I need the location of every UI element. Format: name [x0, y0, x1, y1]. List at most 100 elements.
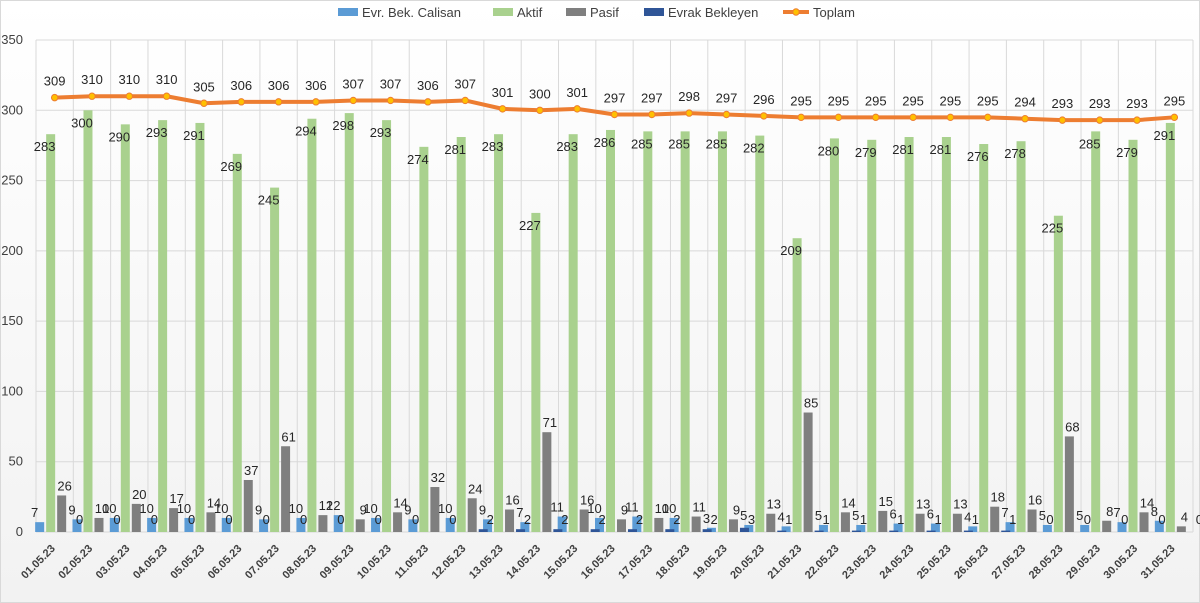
- bar-aktif: [606, 129, 615, 533]
- bars: [35, 110, 1186, 533]
- bar-pasif: [505, 509, 515, 532]
- bar-evr-bek-calisan: [221, 517, 231, 532]
- data-label: 0: [76, 512, 83, 527]
- grid: [35, 39, 1194, 533]
- bar-aktif: [120, 124, 130, 532]
- data-label: 283: [482, 139, 504, 154]
- bar-evrak-bekleyen: [478, 529, 488, 532]
- data-label-toplam: 295: [1163, 93, 1185, 108]
- data-label-toplam: 306: [305, 78, 327, 93]
- bar-aktif: [382, 120, 392, 532]
- bar-aktif: [1091, 131, 1101, 532]
- bar-evr-bek-calisan: [35, 522, 45, 532]
- data-label: 18: [990, 490, 1004, 505]
- point-toplam: [648, 110, 656, 119]
- point-toplam: [424, 98, 432, 106]
- data-label: 1: [897, 512, 904, 527]
- data-label-toplam: 310: [118, 72, 140, 87]
- bar-evr-bek-calisan: [147, 517, 157, 532]
- data-label: 0: [225, 512, 232, 527]
- data-label: 14: [393, 495, 407, 510]
- y-tick-label: 350: [1, 32, 23, 47]
- data-label: 68: [1065, 419, 1079, 434]
- point-toplam: [946, 113, 955, 122]
- bar-aktif: [1016, 141, 1026, 532]
- bar-pasif: [467, 498, 477, 532]
- legend-label: Evr. Bek. Calisan: [362, 5, 461, 20]
- data-label: 0: [375, 512, 382, 527]
- data-label-toplam: 307: [342, 76, 364, 91]
- bar-aktif: [270, 187, 280, 532]
- data-label: 9: [479, 502, 486, 517]
- data-label: 300: [71, 115, 93, 130]
- data-label: 0: [412, 512, 419, 527]
- data-label-toplam: 295: [902, 93, 924, 108]
- point-toplam: [200, 99, 208, 107]
- data-label: 9: [360, 502, 367, 517]
- legend-marker-toplam: [792, 8, 800, 16]
- data-label-toplam: 293: [1052, 96, 1074, 111]
- point-toplam: [685, 109, 693, 117]
- bar-evrak-bekleyen: [702, 529, 712, 532]
- bar-aktif: [941, 136, 951, 532]
- data-label: 3: [748, 512, 755, 527]
- data-label: 11: [550, 500, 564, 515]
- bar-evr-bek-calisan: [72, 519, 82, 532]
- data-label: 4: [777, 509, 784, 524]
- bar-evr-bek-calisan: [1117, 522, 1127, 532]
- bar-evr-bek-calisan: [893, 523, 903, 532]
- point-toplam: [498, 105, 507, 113]
- data-label: 37: [244, 463, 258, 478]
- data-label: 283: [556, 139, 578, 154]
- bar-pasif: [1027, 509, 1037, 532]
- data-label: 8: [1151, 504, 1158, 519]
- bar-evr-bek-calisan: [968, 526, 978, 532]
- point-toplam: [386, 96, 395, 105]
- data-label: 0: [113, 512, 120, 527]
- legend-swatch: [644, 8, 664, 16]
- point-toplam: [834, 113, 843, 122]
- data-label: 279: [855, 145, 877, 160]
- data-label: 32: [431, 470, 445, 485]
- bar-evr-bek-calisan: [371, 517, 381, 532]
- bar-evrak-bekleyen: [926, 530, 936, 532]
- data-label: 2: [561, 512, 568, 527]
- data-label-toplam: 296: [753, 92, 775, 107]
- data-label: 85: [804, 396, 818, 411]
- data-label: 10: [214, 501, 228, 516]
- data-label: 2: [487, 512, 494, 527]
- data-label: 293: [146, 125, 168, 140]
- data-label: 209: [780, 243, 802, 258]
- data-label: 281: [444, 142, 466, 157]
- total-line: [50, 92, 1179, 124]
- data-label: 5: [1039, 508, 1046, 523]
- point-toplam: [610, 110, 619, 119]
- data-label: 1: [934, 512, 941, 527]
- data-label: 1: [785, 512, 792, 527]
- point-toplam: [274, 98, 283, 106]
- bar-aktif: [792, 238, 802, 532]
- data-label-toplam: 297: [716, 91, 738, 106]
- data-label-toplam: 310: [156, 72, 178, 87]
- data-label: 10: [662, 501, 676, 516]
- data-label: 10: [139, 501, 153, 516]
- data-label: 0: [300, 512, 307, 527]
- data-label-toplam: 295: [790, 93, 812, 108]
- data-label: 5: [815, 508, 822, 523]
- data-label: 0: [1046, 512, 1053, 527]
- bar-evr-bek-calisan: [669, 517, 679, 532]
- point-toplam: [797, 113, 805, 122]
- data-label: 291: [183, 128, 205, 143]
- data-label: 0: [263, 512, 270, 527]
- data-label: 285: [1079, 136, 1101, 151]
- data-label: 0: [1158, 512, 1165, 527]
- data-label: 282: [743, 141, 765, 156]
- data-label-toplam: 307: [454, 76, 476, 91]
- data-label: 269: [220, 159, 242, 174]
- bar-pasif: [654, 517, 664, 532]
- bar-pasif: [243, 479, 253, 532]
- bar-pasif: [915, 513, 925, 532]
- y-tick-label: 50: [9, 454, 23, 469]
- bar-aktif: [494, 134, 504, 532]
- data-label: 13: [953, 497, 967, 512]
